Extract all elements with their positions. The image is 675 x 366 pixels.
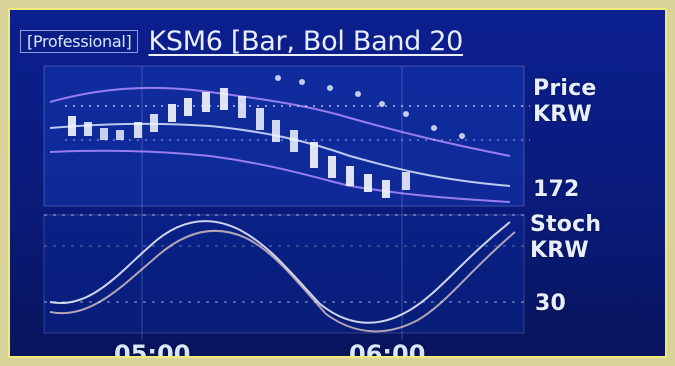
symbol-title[interactable]: KSM6 [Bar, Bol Band 20 <box>148 25 464 57</box>
price-bar <box>290 130 298 152</box>
time-tick-label: 05:00 <box>114 340 191 358</box>
lower-band-line <box>49 149 511 203</box>
price-label-line-1: Price <box>533 76 597 101</box>
price-label-line-2: KRW <box>533 102 592 127</box>
price-bar <box>238 96 246 118</box>
price-bar <box>256 108 264 130</box>
price-bar <box>134 122 142 138</box>
time-tick-label: 06:00 <box>349 340 426 358</box>
price-dots <box>275 75 465 139</box>
stoch-level-label: 30 <box>535 291 567 316</box>
stoch-label-line-2: KRW <box>530 238 589 263</box>
price-bar <box>116 130 124 140</box>
stoch-label-line-1: Stoch <box>530 212 602 237</box>
professional-badge: [Professional] <box>20 29 139 53</box>
price-bar <box>272 120 280 142</box>
price-bar <box>84 122 92 136</box>
price-bar <box>220 88 228 110</box>
price-dot <box>459 133 465 139</box>
price-bar <box>364 174 372 192</box>
price-level-label: 172 <box>533 177 580 202</box>
price-dot <box>299 79 305 85</box>
price-bar <box>184 98 192 116</box>
price-dot <box>431 125 437 131</box>
chart-canvas[interactable] <box>10 10 667 358</box>
price-bar <box>100 128 108 140</box>
price-bars <box>68 88 410 198</box>
price-bar <box>382 180 390 198</box>
price-bar <box>328 156 336 178</box>
upper-band-line <box>49 86 511 157</box>
stoch-line-main <box>49 220 511 324</box>
price-bar <box>168 104 176 122</box>
chart-title-bar: [Professional] KSM6 [Bar, Bol Band 20 <box>20 25 660 57</box>
price-dot <box>379 101 385 107</box>
price-bar <box>68 116 76 136</box>
price-dot <box>275 75 281 81</box>
price-bar <box>402 172 410 190</box>
price-bar <box>346 166 354 186</box>
price-bar <box>310 142 318 168</box>
price-dot <box>327 85 333 91</box>
stoch-plot-area <box>43 214 525 334</box>
price-bar <box>150 114 158 132</box>
middle-band-line <box>49 122 511 187</box>
price-bar <box>202 92 210 112</box>
stoch-line-signal <box>49 229 516 333</box>
price-dot <box>403 111 409 117</box>
price-dot <box>355 91 361 97</box>
chart-window: [Professional] KSM6 [Bar, Bol Band 20 <box>8 8 667 358</box>
